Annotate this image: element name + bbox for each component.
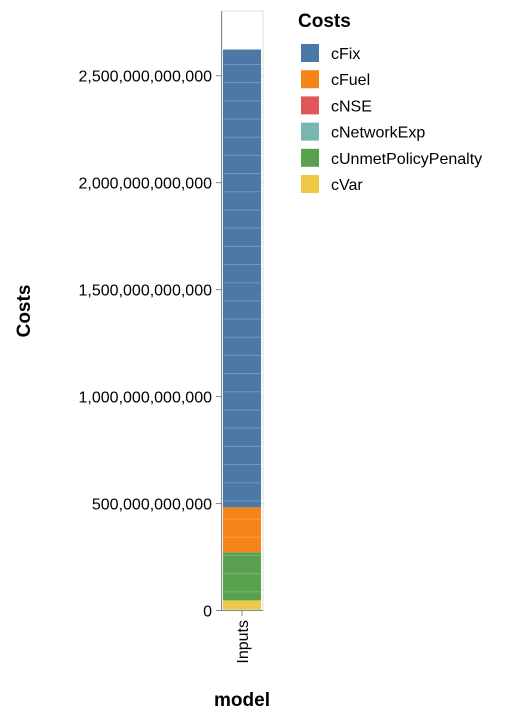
legend-label-cNetworkExp: cNetworkExp <box>331 125 425 142</box>
legend-swatch-cVar <box>301 175 319 193</box>
bar-segment-cFix <box>223 50 261 508</box>
legend-title: Costs <box>298 11 351 32</box>
y-tick-label: 500,000,000,000 <box>92 497 212 514</box>
y-tick-label: 2,000,000,000,000 <box>79 176 213 193</box>
y-axis-title: Costs <box>14 285 35 338</box>
legend-swatch-cFix <box>301 44 319 62</box>
legend-label-cNSE: cNSE <box>331 98 372 115</box>
legend-swatch-cNetworkExp <box>301 123 319 141</box>
legend-label-cFix: cFix <box>331 46 360 63</box>
bar-segments <box>223 50 261 610</box>
legend-swatch-cNSE <box>301 96 319 114</box>
y-tick-label: 2,500,000,000,000 <box>79 69 213 86</box>
legend: Costs cFix cFuel cNSE cNetworkExp cUnmetPoli… <box>298 11 482 194</box>
bar-segment-cUnmetPolicyPenalty <box>223 552 261 600</box>
bar-segment-cVar <box>223 600 261 610</box>
legend-label-cUnmetPolicyPenalty: cUnmetPolicyPenalty <box>331 151 482 168</box>
legend-label-cFuel: cFuel <box>331 72 370 89</box>
y-tick-label: 1,500,000,000,000 <box>79 283 213 300</box>
y-tick-label: 1,000,000,000,000 <box>79 390 213 407</box>
legend-swatch-cFuel <box>301 70 319 88</box>
y-tick-label: 0 <box>203 604 212 621</box>
x-axis-title: model <box>214 690 270 711</box>
legend-label-cVar: cVar <box>331 177 363 194</box>
bar-segment-cFuel <box>223 507 261 552</box>
x-tick-label: Inputs <box>235 620 252 664</box>
legend-swatch-cUnmetPolicyPenalty <box>301 149 319 167</box>
